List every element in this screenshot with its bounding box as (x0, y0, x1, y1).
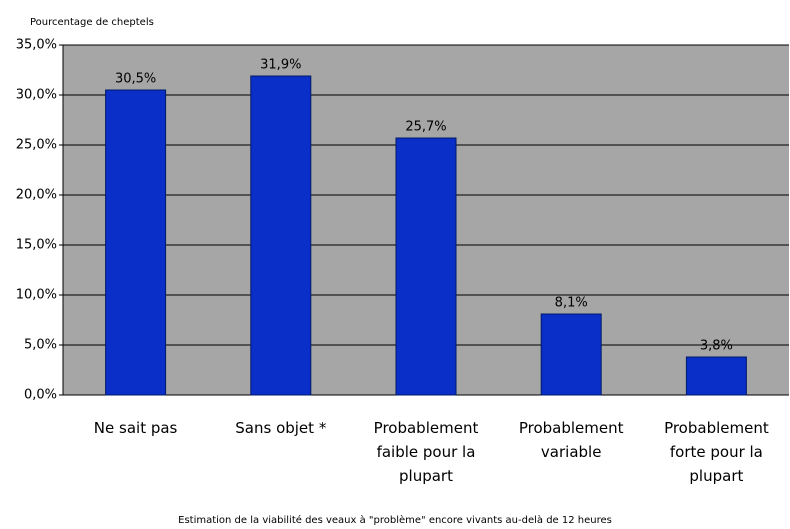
y-tick-label: 20,0% (16, 188, 57, 203)
x-tick-label: Probablement forte pour la plupart (664, 419, 769, 485)
y-tick-label: 10,0% (16, 288, 57, 303)
value-label: 3,8% (700, 339, 733, 354)
x-tick-label: Ne sait pas (93, 419, 178, 437)
bar (395, 137, 457, 396)
y-tick-label: 5,0% (24, 338, 57, 353)
value-label: 25,7% (405, 120, 446, 135)
value-label: 31,9% (260, 58, 301, 73)
y-tick-label: 30,0% (16, 88, 57, 103)
y-axis-title: Pourcentage de cheptels (30, 17, 154, 28)
y-tick-label: 35,0% (16, 38, 57, 53)
value-label: 8,1% (555, 296, 588, 311)
bar (685, 356, 747, 396)
x-tick-label: Sans objet * (235, 419, 327, 437)
x-tick-label: Probablement variable (518, 419, 624, 461)
x-axis-title: Estimation de la viabilité des veaux à "… (178, 514, 612, 526)
bar (540, 313, 602, 396)
y-tick-label: 25,0% (16, 138, 57, 153)
y-tick-label: 0,0% (24, 388, 57, 403)
y-tick-label: 15,0% (16, 238, 57, 253)
x-tick-label: Probablement faible pour la plupart (373, 419, 479, 485)
bar (105, 89, 167, 396)
value-label: 30,5% (115, 72, 156, 87)
bar (250, 75, 312, 396)
